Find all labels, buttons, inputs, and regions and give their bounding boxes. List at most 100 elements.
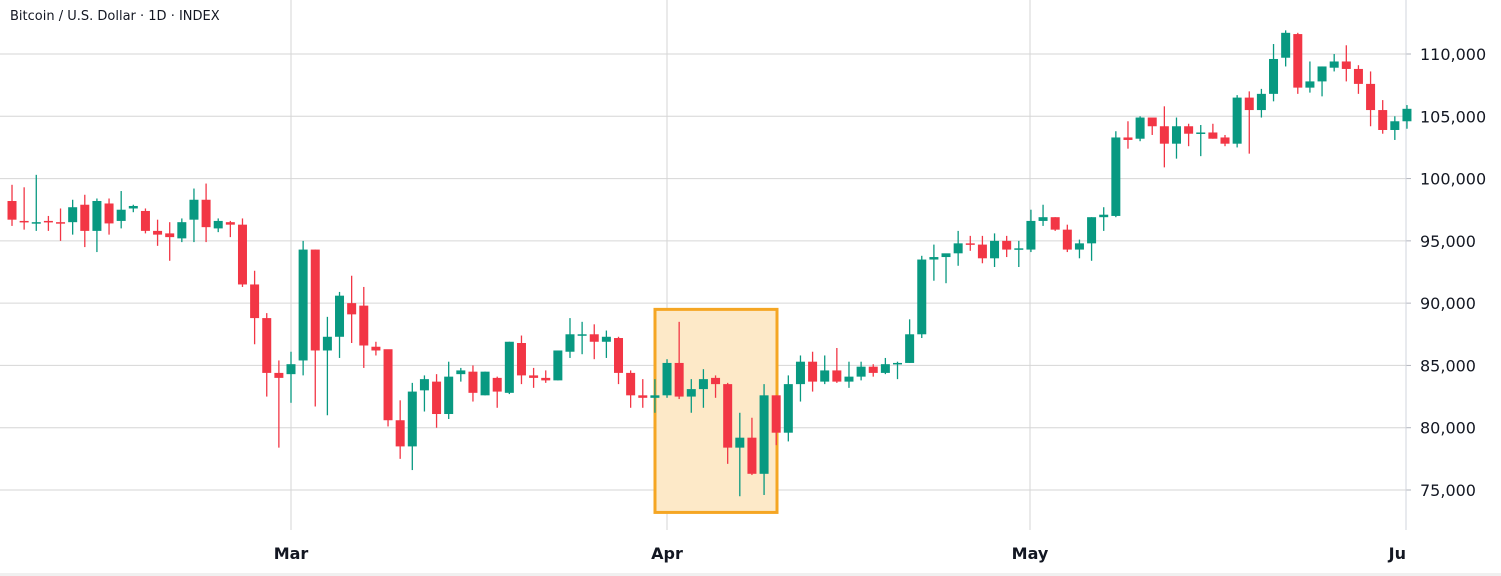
candle[interactable] xyxy=(1026,209,1036,253)
candle[interactable] xyxy=(322,316,332,416)
candle[interactable] xyxy=(917,255,927,339)
candle[interactable] xyxy=(650,379,660,413)
candle[interactable] xyxy=(92,198,102,253)
candle[interactable] xyxy=(565,318,575,358)
candle[interactable] xyxy=(359,286,369,368)
candle[interactable] xyxy=(1220,134,1230,147)
candle[interactable] xyxy=(1159,106,1169,168)
candle[interactable] xyxy=(1087,217,1097,261)
candle[interactable] xyxy=(844,361,854,388)
candle[interactable] xyxy=(1232,95,1242,148)
candle[interactable] xyxy=(128,204,138,213)
candle[interactable] xyxy=(225,220,235,238)
candle[interactable] xyxy=(1366,71,1376,127)
candle[interactable] xyxy=(444,361,454,419)
candle[interactable] xyxy=(7,184,17,226)
candle[interactable] xyxy=(1014,240,1024,268)
candle[interactable] xyxy=(371,341,381,356)
candle[interactable] xyxy=(250,270,260,345)
candle[interactable] xyxy=(1111,131,1121,218)
candle[interactable] xyxy=(1099,207,1109,231)
candle[interactable] xyxy=(856,361,866,381)
candle[interactable] xyxy=(1256,88,1266,118)
candle[interactable] xyxy=(1002,235,1012,258)
candle[interactable] xyxy=(711,375,721,398)
candle[interactable] xyxy=(492,376,502,408)
candle[interactable] xyxy=(941,253,951,284)
candle[interactable] xyxy=(638,379,648,408)
candle[interactable] xyxy=(771,395,781,446)
candle[interactable] xyxy=(456,367,466,382)
candle[interactable] xyxy=(19,187,29,230)
candle[interactable] xyxy=(31,174,41,231)
candle[interactable] xyxy=(262,313,272,397)
candle[interactable] xyxy=(686,379,696,413)
candle[interactable] xyxy=(1208,123,1218,139)
candle[interactable] xyxy=(480,371,490,396)
candle[interactable] xyxy=(541,370,551,383)
candle[interactable] xyxy=(347,275,357,344)
candle[interactable] xyxy=(1402,105,1412,129)
candle[interactable] xyxy=(893,361,902,380)
candle[interactable] xyxy=(1281,30,1291,67)
candle[interactable] xyxy=(1305,61,1315,93)
candle[interactable] xyxy=(1062,224,1072,253)
candle[interactable] xyxy=(407,382,417,471)
candle[interactable] xyxy=(832,347,842,383)
candle[interactable] xyxy=(965,235,975,251)
candle[interactable] xyxy=(335,291,345,358)
candle[interactable] xyxy=(905,319,915,363)
candle[interactable] xyxy=(310,249,320,407)
candle[interactable] xyxy=(783,375,793,442)
candle[interactable] xyxy=(977,235,987,264)
candle[interactable] xyxy=(1050,217,1060,231)
candle[interactable] xyxy=(1184,123,1194,147)
candle[interactable] xyxy=(80,194,90,248)
candle[interactable] xyxy=(395,400,405,459)
candle[interactable] xyxy=(1244,91,1254,154)
candle[interactable] xyxy=(820,355,830,385)
candle[interactable] xyxy=(1123,121,1133,149)
candle[interactable] xyxy=(626,370,636,408)
candle[interactable] xyxy=(116,191,126,229)
candle[interactable] xyxy=(601,330,611,358)
candle[interactable] xyxy=(1317,66,1327,97)
candle[interactable] xyxy=(577,321,587,355)
candle[interactable] xyxy=(1135,116,1145,142)
candle[interactable] xyxy=(795,355,805,402)
candle[interactable] xyxy=(213,218,223,233)
candle[interactable] xyxy=(298,240,308,376)
candle[interactable] xyxy=(1378,100,1388,134)
candle[interactable] xyxy=(1147,117,1157,135)
candle[interactable] xyxy=(614,336,624,385)
candle[interactable] xyxy=(1293,32,1303,94)
candle[interactable] xyxy=(735,412,745,497)
candle[interactable] xyxy=(698,369,708,408)
candle[interactable] xyxy=(56,208,66,241)
candle[interactable] xyxy=(165,222,175,261)
candle[interactable] xyxy=(589,324,599,360)
candle[interactable] xyxy=(104,198,114,235)
candle[interactable] xyxy=(1196,125,1206,157)
candle[interactable] xyxy=(1269,44,1279,102)
candle[interactable] xyxy=(723,382,733,464)
candle[interactable] xyxy=(177,218,187,243)
candle[interactable] xyxy=(953,230,963,266)
candle[interactable] xyxy=(1353,65,1363,94)
candle[interactable] xyxy=(662,359,672,398)
candle[interactable] xyxy=(153,219,163,246)
candle[interactable] xyxy=(237,218,247,287)
candle[interactable] xyxy=(286,351,296,403)
candle[interactable] xyxy=(1171,117,1181,159)
candle[interactable] xyxy=(432,374,442,428)
candle[interactable] xyxy=(553,350,563,381)
candle[interactable] xyxy=(516,335,526,385)
candle[interactable] xyxy=(140,208,150,234)
candle[interactable] xyxy=(1341,45,1351,82)
candle[interactable] xyxy=(68,199,78,235)
candle[interactable] xyxy=(383,349,393,427)
candle[interactable] xyxy=(759,384,769,495)
candle[interactable] xyxy=(747,417,757,476)
candle[interactable] xyxy=(1038,204,1048,226)
